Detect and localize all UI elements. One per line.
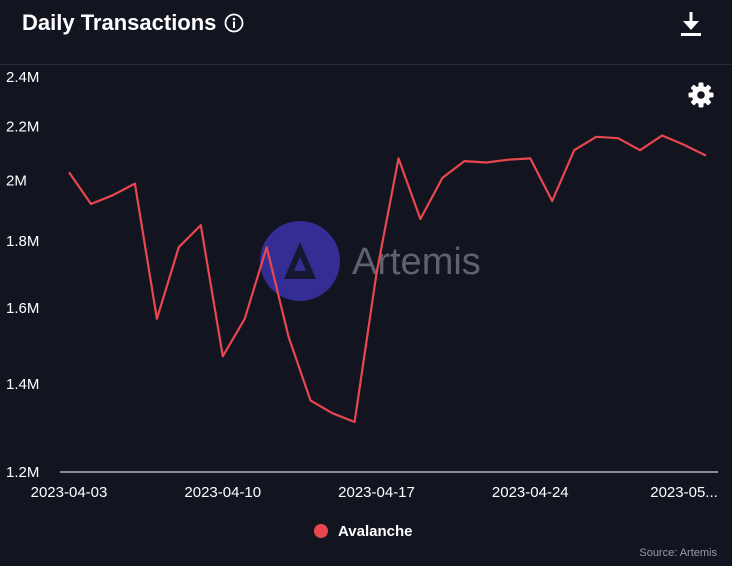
watermark-text: Artemis	[352, 241, 481, 283]
artemis-watermark: Artemis	[260, 221, 481, 301]
y-tick-label: 2.2M	[6, 118, 39, 135]
y-tick-label: 2M	[6, 173, 27, 190]
x-tick-label: 2023-04-10	[184, 484, 261, 501]
y-tick-label: 1.2M	[6, 464, 39, 481]
x-tick-label: 2023-04-17	[338, 484, 415, 501]
legend[interactable]: Avalanche	[314, 520, 412, 542]
download-icon[interactable]	[678, 10, 704, 38]
y-tick-label: 1.6M	[6, 300, 39, 317]
x-tick-label: 2023-04-03	[31, 484, 108, 501]
y-tick-label: 2.4M	[6, 69, 39, 86]
source-note: Source: Artemis	[639, 547, 717, 559]
series-line-avalanche	[68, 134, 707, 424]
line-chart: Artemis 1.2M 1.4M 1.6M 1.8M 2M 2.2M 2.4M 2023-…	[6, 69, 718, 501]
gear-icon[interactable]	[687, 81, 715, 109]
info-icon[interactable]	[224, 13, 244, 33]
legend-label-avalanche: Avalanche	[338, 522, 413, 540]
x-tick-label: 2023-05...	[650, 484, 718, 501]
y-tick-label: 1.8M	[6, 233, 39, 250]
y-tick-label: 1.4M	[6, 376, 39, 393]
page-title: Daily Transactions	[22, 10, 217, 35]
chart-header: Daily Transactions	[0, 0, 732, 65]
legend-marker-avalanche	[314, 524, 328, 538]
x-tick-label: 2023-04-24	[492, 484, 569, 501]
